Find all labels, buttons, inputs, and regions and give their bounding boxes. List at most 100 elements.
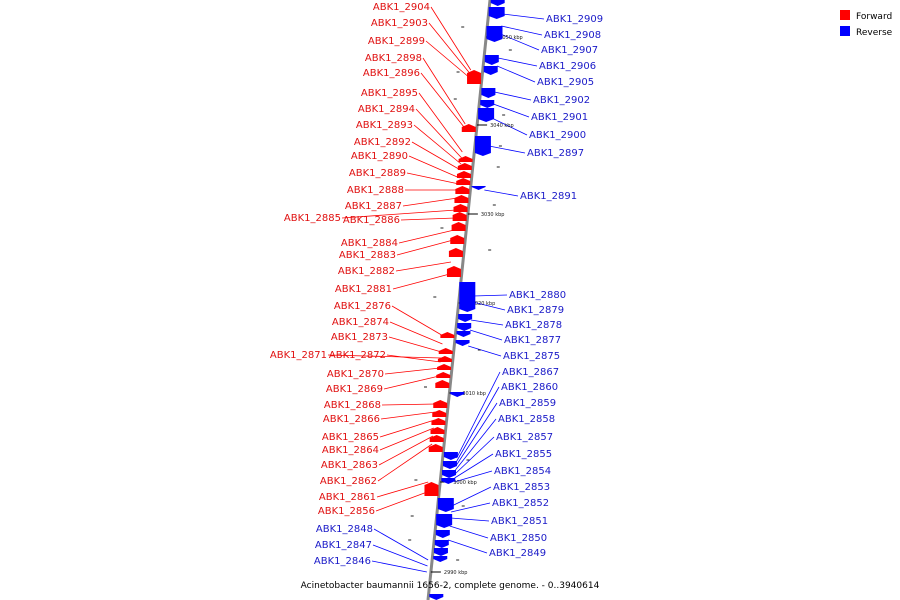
forward-leader-line [375, 491, 428, 512]
reverse-gene-label: ABK1_2901 [531, 112, 588, 123]
reverse-gene-feature [457, 323, 472, 331]
forward-leader-line [381, 403, 437, 406]
reverse-leader-line [454, 453, 494, 479]
forward-gene-feature [446, 266, 461, 277]
reverse-leader-line [500, 33, 540, 51]
reverse-leader-line [473, 294, 508, 297]
reverse-gene-label: ABK1_2848 [316, 524, 373, 535]
reverse-gene-label: ABK1_2851 [491, 516, 548, 527]
reverse-gene-label: ABK1_2855 [495, 449, 552, 460]
reverse-gene-feature [490, 0, 505, 6]
reverse-gene-feature [435, 530, 450, 538]
forward-gene-feature [433, 400, 448, 408]
reverse-gene-label: ABK1_2900 [529, 130, 586, 141]
forward-leader-line [411, 141, 461, 171]
reverse-gene-feature [488, 7, 505, 19]
forward-leader-line [428, 22, 471, 75]
forward-gene-feature [453, 204, 468, 212]
reverse-gene-feature [486, 26, 503, 42]
forward-gene-feature [454, 195, 469, 203]
forward-gene-label: ABK1_2873 [331, 332, 388, 343]
reverse-leader-line [371, 560, 427, 573]
reverse-leader-line [491, 117, 528, 136]
reverse-gene-label: ABK1_2879 [507, 305, 564, 316]
forward-leader-line [388, 336, 442, 353]
reverse-gene-label: ABK1_2867 [502, 367, 559, 378]
forward-gene-label: ABK1_2870 [327, 369, 384, 380]
forward-gene-label: ABK1_2903 [371, 18, 428, 29]
reverse-leader-line [468, 345, 502, 357]
reverse-gene-label: ABK1_2852 [492, 498, 549, 509]
reverse-gene-label: ABK1_2850 [490, 533, 547, 544]
forward-leader-line [384, 367, 441, 375]
reverse-gene-feature [455, 340, 470, 346]
reverse-leader-line [472, 301, 506, 311]
reverse-leader-line [454, 470, 493, 483]
forward-gene-label: ABK1_2866 [323, 414, 380, 425]
forward-leader-line [383, 375, 440, 390]
forward-leader-line [341, 209, 457, 219]
forward-leader-line [425, 40, 471, 79]
reverse-gene-feature [474, 136, 491, 156]
forward-gene-label: ABK1_2876 [334, 301, 391, 312]
reverse-leader-line [450, 517, 490, 522]
reverse-leader-line [454, 436, 495, 475]
legend-forward-label: Forward [856, 12, 892, 22]
reverse-gene-label: ABK1_2909 [546, 14, 603, 25]
reverse-gene-feature [429, 594, 444, 600]
reverse-leader-line [494, 91, 532, 101]
reverse-gene-feature [433, 556, 448, 562]
forward-gene-feature [450, 235, 465, 244]
forward-leader-line [378, 435, 434, 466]
forward-gene-label: ABK1_2868 [324, 400, 381, 411]
forward-leader-line [418, 92, 463, 153]
reverse-gene-label: ABK1_2906 [539, 61, 596, 72]
forward-gene-feature [457, 163, 472, 170]
reverse-leader-line [469, 329, 503, 341]
scale-tick-label: 2990 kbp [444, 570, 468, 576]
reverse-gene-label: ABK1_2878 [505, 320, 562, 331]
forward-leader-line [395, 261, 451, 272]
forward-leader-line [376, 481, 429, 498]
reverse-gene-feature [483, 66, 498, 75]
reverse-gene-label: ABK1_2880 [509, 290, 566, 301]
reverse-gene-label: ABK1_2860 [501, 382, 558, 393]
reverse-leader-line [451, 502, 491, 513]
forward-leader-line [377, 443, 433, 482]
forward-gene-label: ABK1_2883 [339, 250, 396, 261]
forward-gene-label: ABK1_2881 [335, 284, 392, 295]
forward-leader-line [422, 57, 466, 125]
forward-gene-feature [431, 418, 446, 425]
forward-gene-feature [451, 222, 466, 231]
reverse-leader-line [488, 145, 526, 154]
reverse-gene-feature [450, 392, 465, 397]
reverse-leader-line [455, 418, 497, 471]
forward-gene-label: ABK1_2890 [351, 151, 408, 162]
reverse-gene-feature [456, 331, 471, 337]
gene-features [408, 0, 512, 600]
forward-gene-feature [428, 444, 443, 452]
reverse-gene-feature [480, 100, 495, 108]
reverse-gene-label: ABK1_2877 [504, 335, 561, 346]
leader-lines [327, 6, 545, 573]
forward-gene-feature [424, 482, 439, 496]
forward-gene-label: ABK1_2871 [270, 350, 327, 361]
reverse-gene-label: ABK1_2897 [527, 148, 584, 159]
forward-leader-line [392, 273, 450, 290]
reverse-gene-label: ABK1_2908 [544, 30, 601, 41]
reverse-gene-feature [442, 470, 457, 478]
reverse-leader-line [373, 528, 429, 561]
forward-gene-feature [437, 364, 452, 370]
reverse-gene-label: ABK1_2905 [537, 77, 594, 88]
forward-gene-feature [456, 171, 471, 178]
forward-gene-feature [458, 156, 473, 162]
forward-gene-feature [448, 248, 463, 257]
forward-gene-feature [429, 435, 444, 442]
forward-leader-line [406, 172, 460, 185]
reverse-gene-feature [433, 548, 448, 556]
forward-gene-feature [452, 212, 467, 221]
reverse-gene-label: ABK1_2854 [494, 466, 551, 477]
reverse-gene-label: ABK1_2857 [496, 432, 553, 443]
reverse-gene-label: ABK1_2853 [493, 482, 550, 493]
forward-leader-line [413, 124, 462, 165]
